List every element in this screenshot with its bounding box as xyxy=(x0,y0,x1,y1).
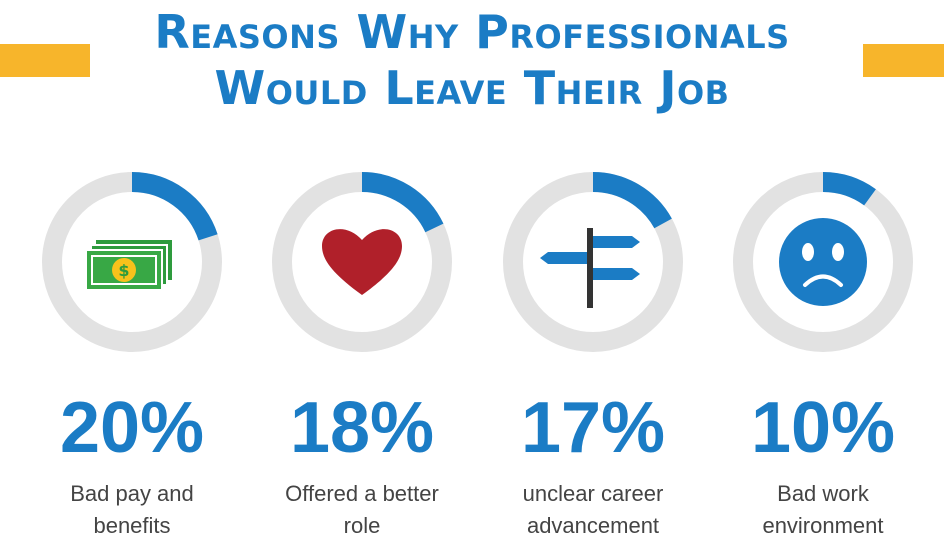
icon-money: $ xyxy=(85,240,172,291)
donut-segment xyxy=(361,172,444,233)
category-label: unclear career advancement xyxy=(522,481,664,538)
value-label: 20% xyxy=(59,388,205,468)
donut-segment xyxy=(822,172,876,206)
donut-segment xyxy=(592,172,672,229)
donut-segment xyxy=(131,172,218,241)
category-label: Bad pay and benefits xyxy=(70,481,194,538)
icon-signpost xyxy=(540,228,640,308)
value-label: 17% xyxy=(520,388,666,468)
value-label: 10% xyxy=(750,388,896,468)
accent-bar xyxy=(0,44,90,77)
svg-text:$: $ xyxy=(118,261,129,280)
accent-bar xyxy=(863,44,944,77)
chart-title: Reasons Why Professionals Would Leave Th… xyxy=(154,5,790,115)
category-label: Offered a better role xyxy=(285,481,439,538)
icon-sad-face xyxy=(779,218,867,306)
value-label: 18% xyxy=(289,388,435,468)
icon-heart xyxy=(322,229,402,295)
category-label: Bad work environment xyxy=(762,481,884,538)
